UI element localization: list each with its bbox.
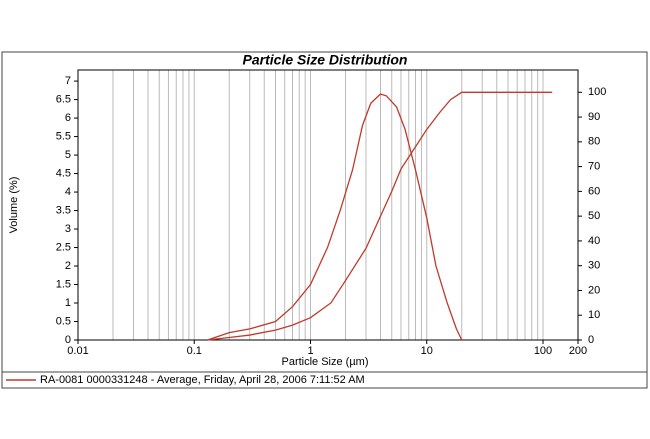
y2-tick-label: 80: [588, 136, 600, 148]
x-tick-label: 200: [569, 345, 587, 357]
y-tick-label: 6: [65, 112, 71, 124]
y-tick-label: 0: [65, 334, 71, 346]
legend-label: RA-0081 0000331248 - Average, Friday, Ap…: [40, 374, 365, 386]
y-tick-label: 6.5: [56, 93, 71, 105]
y-tick-label: 5.5: [56, 130, 71, 142]
y-tick-label: 3: [65, 223, 71, 235]
outer-frame: [1, 51, 648, 389]
y2-tick-label: 70: [588, 161, 600, 173]
x-tick-label: 0.01: [67, 345, 88, 357]
y-tick-label: 5: [65, 149, 71, 161]
y2-tick-label: 90: [588, 111, 600, 123]
y-tick-label: 4.5: [56, 167, 71, 179]
x-axis-label: Particle Size (µm): [281, 356, 368, 368]
data-line: [207, 93, 463, 341]
y2-tick-label: 10: [588, 309, 600, 321]
y2-tick-label: 100: [588, 86, 606, 98]
x-tick-label: 1: [307, 345, 313, 357]
y-tick-label: 0.5: [56, 315, 71, 327]
y2-tick-label: 50: [588, 210, 600, 222]
y2-tick-label: 30: [588, 260, 600, 272]
x-tick-label: 10: [421, 345, 433, 357]
x-tick-label: 100: [534, 345, 552, 357]
y-tick-label: 7: [65, 75, 71, 87]
y2-tick-label: 60: [588, 185, 600, 197]
y-tick-label: 3.5: [56, 204, 71, 216]
x-tick-label: 0.1: [187, 345, 202, 357]
data-line: [207, 91, 553, 341]
chart-title: Particle Size Distribution: [243, 52, 408, 68]
y-tick-label: 1: [65, 297, 71, 309]
y-tick-label: 2.5: [56, 241, 71, 253]
y-tick-label: 2: [65, 260, 71, 272]
y-axis-label: Volume (%): [8, 177, 20, 234]
y-tick-label: 1.5: [56, 278, 71, 290]
plot-frame: [77, 69, 579, 341]
y2-tick-label: 0: [588, 334, 594, 346]
y2-tick-label: 20: [588, 284, 600, 296]
y2-tick-label: 40: [588, 235, 600, 247]
y-tick-label: 4: [65, 186, 71, 198]
